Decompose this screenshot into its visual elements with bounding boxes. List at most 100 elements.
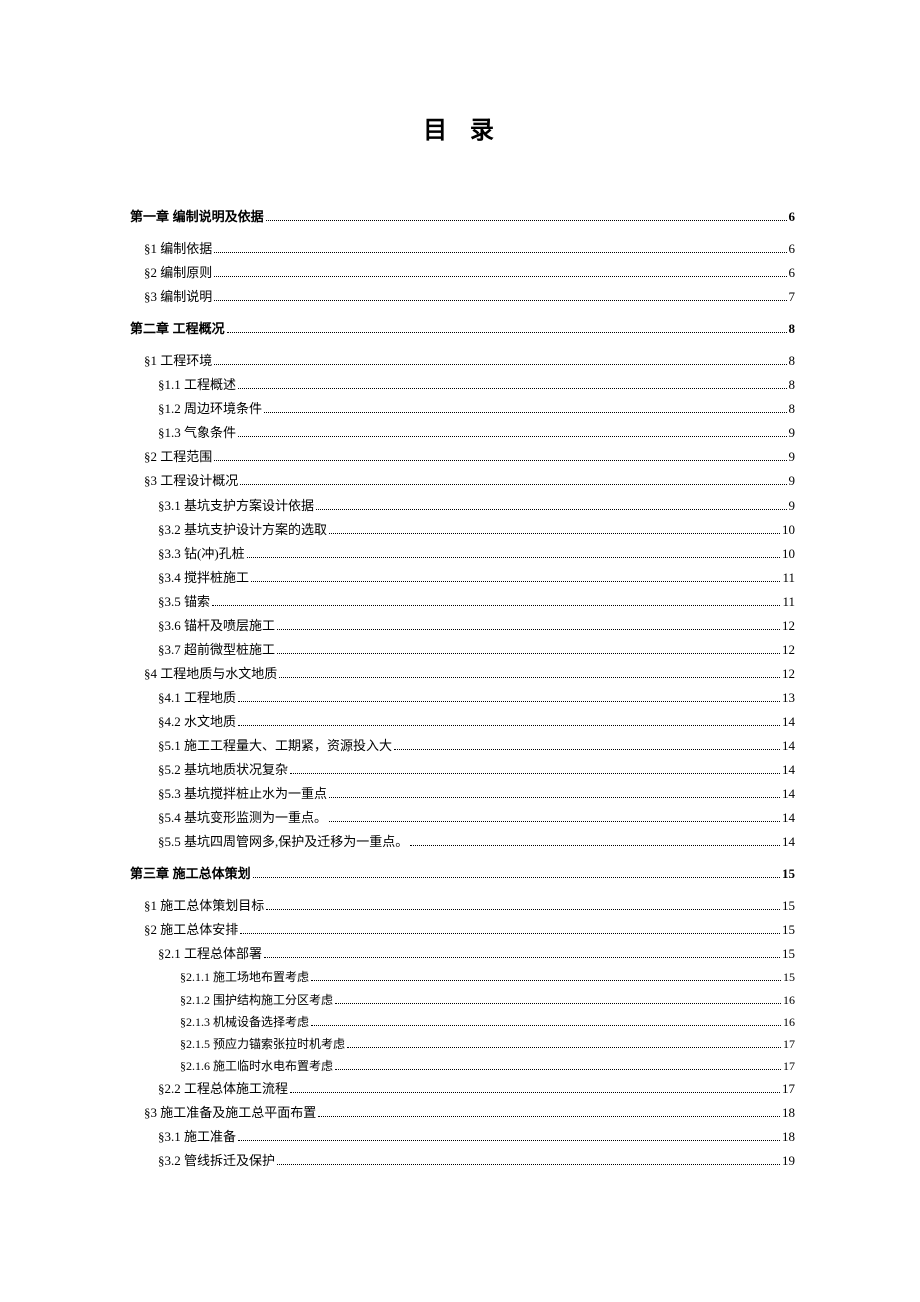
toc-leader-dots xyxy=(212,605,780,606)
toc-leader-dots xyxy=(277,1164,780,1165)
toc-entry: §2 编制原则6 xyxy=(144,261,795,285)
toc-entry-label: §1 编制依据 xyxy=(144,237,212,261)
toc-entry: §3 工程设计概况 9 xyxy=(144,469,795,493)
toc-title: 目 录 xyxy=(130,110,795,145)
toc-leader-dots xyxy=(238,1140,780,1141)
toc-entry: §2 工程范围9 xyxy=(144,445,795,469)
toc-leader-dots xyxy=(335,1069,781,1070)
toc-entry: §3.4 搅拌桩施工11 xyxy=(158,566,795,590)
toc-entry: §5.2 基坑地质状况复杂14 xyxy=(158,758,795,782)
toc-entry-label: §2.1.6 施工临时水电布置考虑 xyxy=(180,1055,333,1077)
toc-entry-label: §3.2 管线拆迁及保护 xyxy=(158,1149,275,1173)
toc-leader-dots xyxy=(238,725,780,726)
toc-leader-dots xyxy=(347,1047,781,1048)
toc-leader-dots xyxy=(227,332,787,333)
toc-entry: §4.1 工程地质13 xyxy=(158,686,795,710)
toc-entry-label: §1.2 周边环境条件 xyxy=(158,397,262,421)
toc-leader-dots xyxy=(214,460,786,461)
toc-entry-label: §3.1 基坑支护方案设计依据 xyxy=(158,494,314,518)
toc-entry-label: §1.3 气象条件 xyxy=(158,421,236,445)
toc-entry-page: 17 xyxy=(783,1055,795,1077)
toc-entry-page: 7 xyxy=(789,285,796,309)
toc-leader-dots xyxy=(329,821,780,822)
toc-entry-page: 12 xyxy=(782,662,795,686)
toc-entry-label: §3 工程设计概况 xyxy=(144,469,238,493)
toc-entry: §2.2 工程总体施工流程17 xyxy=(158,1077,795,1101)
toc-entry-label: §2 施工总体安排 xyxy=(144,918,238,942)
toc-entry-page: 14 xyxy=(782,806,795,830)
toc-entry-page: 10 xyxy=(782,542,795,566)
toc-entry-label: §4 工程地质与水文地质 xyxy=(144,662,277,686)
toc-entry-page: 8 xyxy=(789,397,796,421)
toc-entry-page: 17 xyxy=(783,1033,795,1055)
toc-entry-page: 6 xyxy=(789,237,796,261)
toc-leader-dots xyxy=(214,364,786,365)
toc-entry-label: §5.3 基坑搅拌桩止水为一重点 xyxy=(158,782,327,806)
toc-leader-dots xyxy=(277,653,780,654)
toc-entry-label: §3.6 锚杆及喷层施工 xyxy=(158,614,275,638)
toc-entry-label: 第三章 施工总体策划 xyxy=(130,862,251,886)
toc-entry: §3.2 管线拆迁及保护19 xyxy=(158,1149,795,1173)
toc-entry-label: §3.3 钻(冲)孔桩 xyxy=(158,542,245,566)
toc-leader-dots xyxy=(318,1116,780,1117)
toc-entry-label: §3 编制说明 xyxy=(144,285,212,309)
toc-entry: §4.2 水文地质14 xyxy=(158,710,795,734)
toc-leader-dots xyxy=(311,1025,781,1026)
toc-entry: 第二章 工程概况8 xyxy=(130,317,795,341)
toc-entry: §3.1 基坑支护方案设计依据9 xyxy=(158,494,795,518)
toc-entry-label: §2.1.5 预应力锚索张拉时机考虑 xyxy=(180,1033,345,1055)
toc-leader-dots xyxy=(251,581,780,582)
toc-leader-dots xyxy=(266,909,780,910)
toc-entry: §3 编制说明 7 xyxy=(144,285,795,309)
toc-entry-label: 第一章 编制说明及依据 xyxy=(130,205,264,229)
toc-leader-dots xyxy=(277,629,780,630)
toc-entry: §2.1.5 预应力锚索张拉时机考虑 17 xyxy=(180,1033,795,1055)
toc-entry-label: §3 施工准备及施工总平面布置 xyxy=(144,1101,316,1125)
toc-entry: §5.3 基坑搅拌桩止水为一重点14 xyxy=(158,782,795,806)
toc-entry-label: §5.1 施工工程量大、工期紧，资源投入大 xyxy=(158,734,392,758)
toc-leader-dots xyxy=(240,933,780,934)
toc-entry-label: §3.1 施工准备 xyxy=(158,1125,236,1149)
toc-entry-page: 11 xyxy=(782,590,795,614)
toc-entry-label: §5.4 基坑变形监测为一重点。 xyxy=(158,806,327,830)
toc-entry-page: 14 xyxy=(782,830,795,854)
toc-entry-page: 12 xyxy=(782,638,795,662)
toc-entry-page: 12 xyxy=(782,614,795,638)
toc-entry-page: 18 xyxy=(782,1101,795,1125)
toc-entry-label: §1.1 工程概述 xyxy=(158,373,236,397)
toc-entry: §4 工程地质与水文地质 12 xyxy=(144,662,795,686)
toc-entry-page: 14 xyxy=(782,710,795,734)
toc-leader-dots xyxy=(316,509,786,510)
toc-entry-label: §2.1 工程总体部署 xyxy=(158,942,262,966)
toc-entry: §1.2 周边环境条件 8 xyxy=(158,397,795,421)
toc-entry: §5.5 基坑四周管网多,保护及迁移为一重点。 14 xyxy=(158,830,795,854)
toc-entry-label: §5.5 基坑四周管网多,保护及迁移为一重点。 xyxy=(158,830,408,854)
toc-entry: §2.1.6 施工临时水电布置考虑 17 xyxy=(180,1055,795,1077)
toc-leader-dots xyxy=(311,980,781,981)
toc-entry-label: 第二章 工程概况 xyxy=(130,317,225,341)
toc-entry-page: 10 xyxy=(782,518,795,542)
toc-entry: §2.1.1 施工场地布置考虑15 xyxy=(180,966,795,988)
toc-entry: §1 编制依据 6 xyxy=(144,237,795,261)
toc-list: 第一章 编制说明及依据6§1 编制依据6§2 编制原则6§3 编制说明7第二章 … xyxy=(130,205,795,1174)
toc-entry-label: §2 编制原则 xyxy=(144,261,212,285)
toc-entry-page: 9 xyxy=(789,469,796,493)
toc-entry-page: 6 xyxy=(789,205,796,229)
toc-entry-page: 15 xyxy=(782,942,795,966)
toc-entry-page: 8 xyxy=(789,373,796,397)
toc-leader-dots xyxy=(290,1092,780,1093)
toc-entry-page: 15 xyxy=(782,894,795,918)
toc-leader-dots xyxy=(410,845,780,846)
toc-entry-page: 15 xyxy=(782,862,795,886)
toc-entry-label: §3.2 基坑支护设计方案的选取 xyxy=(158,518,327,542)
toc-entry-label: §2.1.3 机械设备选择考虑 xyxy=(180,1011,309,1033)
toc-entry-label: §4.1 工程地质 xyxy=(158,686,236,710)
toc-entry: §1.3 气象条件9 xyxy=(158,421,795,445)
toc-entry: §3.1 施工准备18 xyxy=(158,1125,795,1149)
toc-entry-page: 9 xyxy=(789,445,796,469)
toc-entry-label: §2.2 工程总体施工流程 xyxy=(158,1077,288,1101)
toc-leader-dots xyxy=(238,436,786,437)
toc-leader-dots xyxy=(279,677,780,678)
toc-entry: §5.4 基坑变形监测为一重点。 14 xyxy=(158,806,795,830)
toc-entry-page: 16 xyxy=(783,989,795,1011)
